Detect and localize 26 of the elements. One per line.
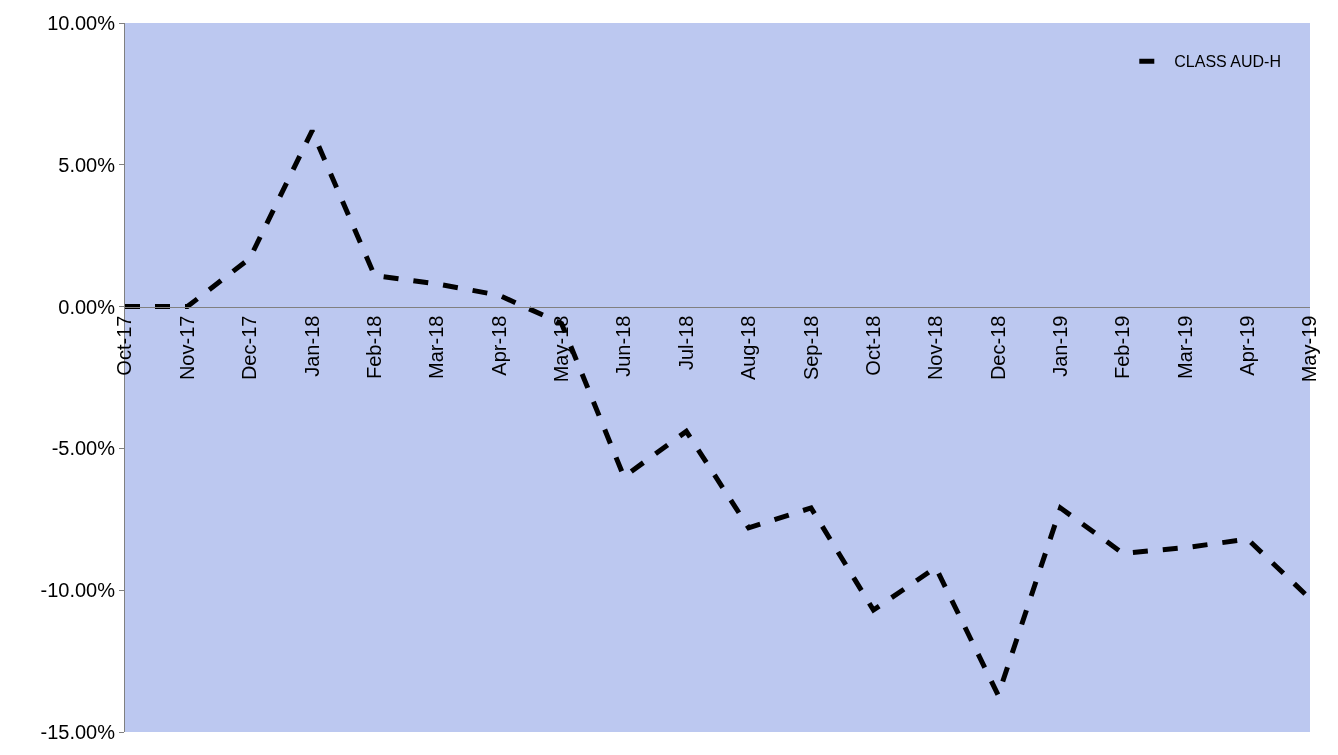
x-tick-label: Jan-18 — [300, 315, 323, 377]
x-tick-label: Aug-18 — [737, 315, 760, 381]
x-tick-label: Sep-18 — [799, 315, 822, 381]
y-tick-label: 5.00% — [58, 153, 116, 176]
x-tick-label: Jan-19 — [1049, 315, 1072, 377]
y-tick-label: -5.00% — [51, 437, 116, 460]
x-tick-label: Feb-19 — [1111, 315, 1134, 379]
y-tick-label: -15.00% — [40, 721, 116, 743]
x-tick-label: Oct-17 — [113, 315, 136, 376]
x-tick-label: Apr-18 — [487, 315, 510, 376]
x-tick-label: Dec-17 — [238, 315, 261, 381]
y-tick-label: 10.00% — [47, 12, 116, 34]
y-tick-label: -10.00% — [40, 579, 116, 602]
x-tick-label: Oct-18 — [861, 315, 884, 376]
legend-label: CLASS AUD-H — [1174, 53, 1281, 71]
x-tick-label: Feb-18 — [362, 315, 385, 379]
x-tick-label: Dec-18 — [986, 315, 1009, 381]
x-tick-label: Jun-18 — [612, 315, 635, 377]
x-tick-label: May-19 — [1298, 315, 1321, 383]
x-tick-label: Jul-18 — [674, 315, 697, 371]
x-tick-label: Mar-18 — [425, 315, 448, 379]
x-tick-label: Mar-19 — [1173, 315, 1196, 379]
x-tick-label: Apr-19 — [1236, 315, 1259, 376]
x-tick-label: Nov-18 — [924, 315, 947, 381]
x-tick-label: Nov-17 — [175, 315, 198, 381]
y-tick-label: 0.00% — [58, 295, 116, 318]
